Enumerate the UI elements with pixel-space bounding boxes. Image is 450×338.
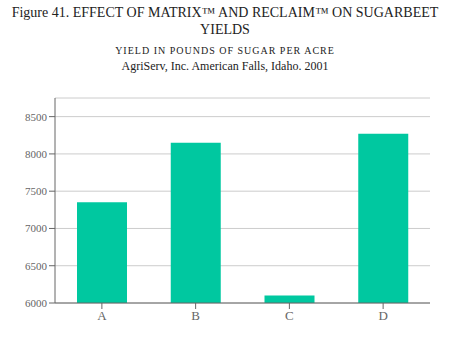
svg-text:6000: 6000	[25, 297, 48, 309]
html-text:YIELDS: YIELDS	[200, 22, 250, 37]
svg-text:C: C	[285, 308, 294, 323]
svg-text:A: A	[97, 308, 107, 323]
svg-text:8000: 8000	[25, 148, 48, 160]
svg-text:D: D	[378, 308, 387, 323]
svg-text:B: B	[191, 308, 200, 323]
svg-text:6500: 6500	[25, 260, 48, 272]
svg-text:7500: 7500	[25, 185, 48, 197]
html-text:Figure 41. EFFECT OF MATRIX™ A: Figure 41. EFFECT OF MATRIX™ AND RECLAIM…	[11, 5, 439, 20]
svg-text:7000: 7000	[25, 222, 48, 234]
html-text:YIELD IN POUNDS OF SUGAR PER A: YIELD IN POUNDS OF SUGAR PER ACRE	[115, 45, 335, 56]
svg-text:8500: 8500	[25, 111, 48, 123]
html-text:AgriServ, Inc. American Falls,: AgriServ, Inc. American Falls, Idaho. 20…	[121, 59, 329, 73]
